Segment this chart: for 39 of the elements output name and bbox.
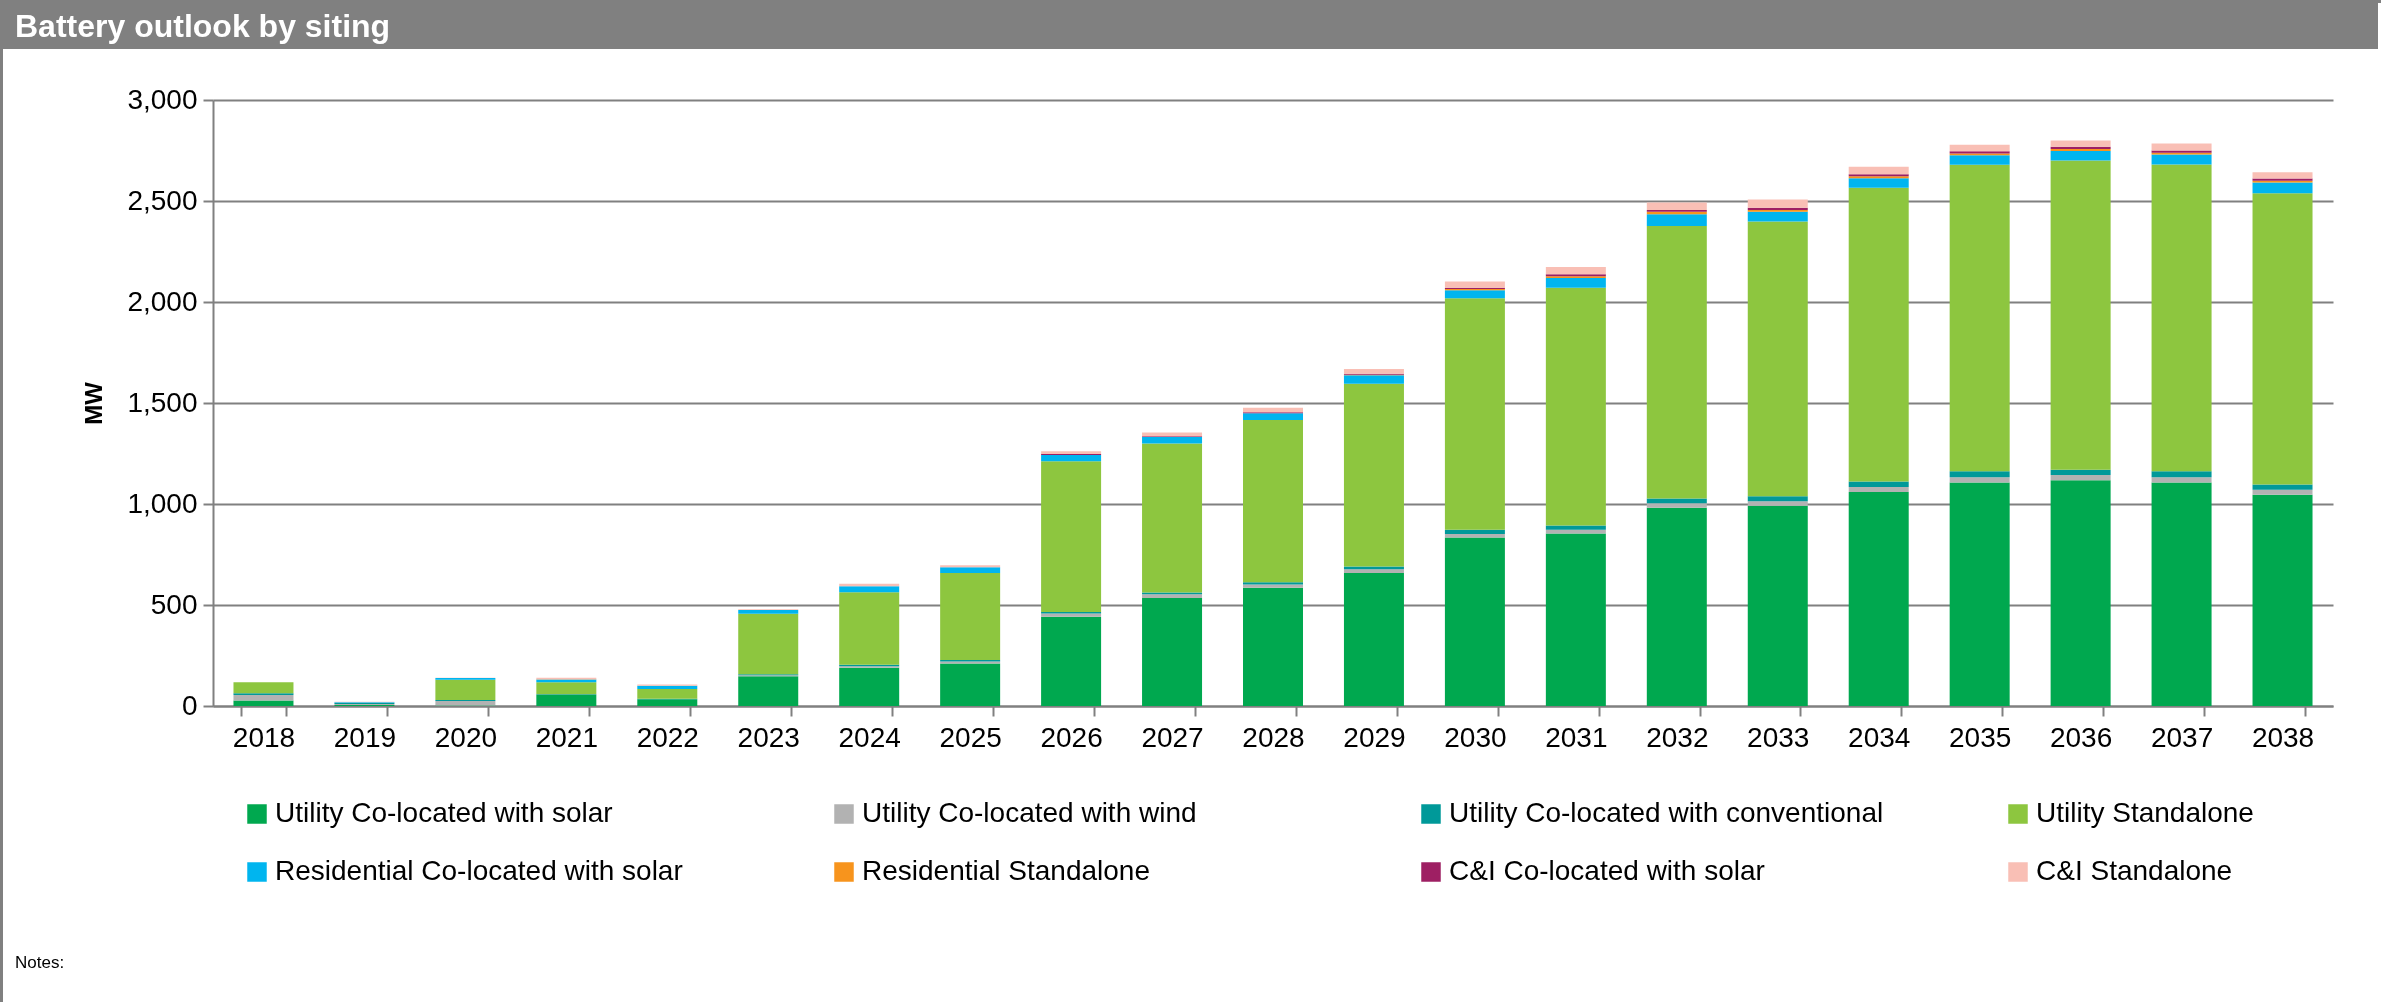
y-axis-title: MW	[80, 381, 108, 425]
x-tick-label: 2035	[1949, 721, 2012, 753]
x-tick-label: 2037	[2150, 721, 2214, 753]
y-tick-label: 2,500	[127, 184, 198, 216]
text: Notes:	[15, 953, 65, 973]
legend-label: Residential Standalone	[862, 855, 1150, 886]
y-tick-label: 1,000	[127, 487, 198, 519]
y-tick-label: 500	[150, 588, 198, 620]
x-tick-label: 2038	[2251, 721, 2315, 753]
x-tick-label: 2034	[1848, 721, 1911, 753]
x-tick-label: 2030	[1444, 721, 1507, 753]
y-tick-label: 2,000	[127, 285, 198, 317]
y-tick-label: 1,500	[127, 386, 198, 418]
legend-label: Residential Co-located with solar	[275, 855, 683, 886]
x-tick-label: 2025	[939, 721, 1002, 753]
x-tick-label: 2020	[434, 721, 498, 753]
x-tick-label: 2019	[333, 721, 397, 753]
x-tick-label: 2033	[1747, 721, 1810, 753]
x-tick-label: 2018	[232, 721, 296, 753]
chart-title: Battery outlook by siting	[3, 3, 2378, 49]
legend-label: C&I Standalone	[2036, 855, 2233, 886]
legend-label: C&I Co-located with solar	[1449, 855, 1765, 886]
y-tick-label: 3,000	[127, 83, 198, 115]
x-tick-label: 2023	[737, 721, 800, 753]
x-tick-label: 2028	[1242, 721, 1305, 753]
x-tick-label: 2022	[636, 721, 699, 753]
x-tick-label: 2036	[2049, 721, 2113, 753]
legend-label: Utility Co-located with wind	[862, 797, 1197, 828]
legend-label: Utility Standalone	[2036, 797, 2254, 828]
x-tick-label: 2021	[535, 721, 598, 753]
x-tick-label: 2026	[1040, 721, 1103, 753]
x-tick-label: 2024	[838, 721, 901, 753]
x-tick-label: 2032	[1646, 721, 1709, 753]
y-tick-label: 0	[181, 689, 198, 721]
legend-label: Utility Co-located with solar	[275, 797, 613, 828]
x-tick-label: 2031	[1545, 721, 1608, 753]
x-tick-label: 2029	[1343, 721, 1406, 753]
x-tick-label: 2027	[1141, 721, 1204, 753]
legend-label: Utility Co-located with conventional	[1449, 797, 1884, 828]
